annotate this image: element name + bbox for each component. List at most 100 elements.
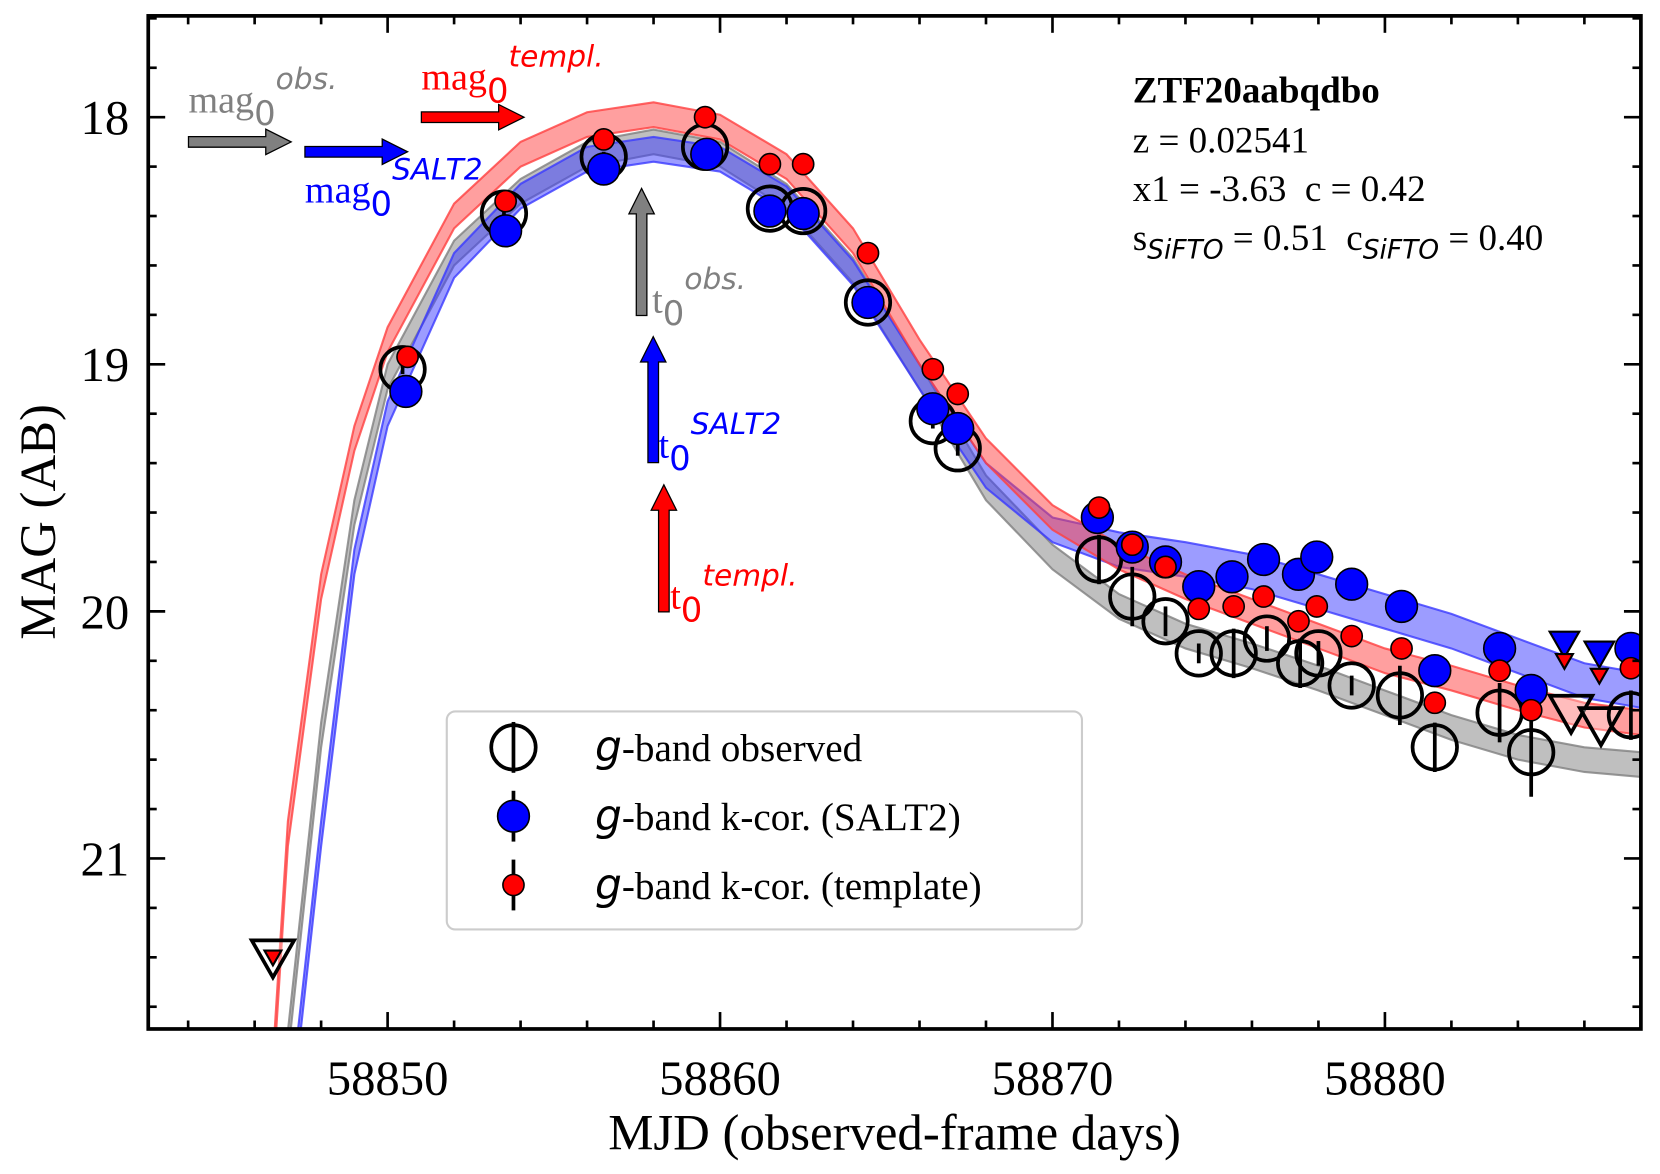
legend-label-italic: g xyxy=(595,722,622,771)
data-point xyxy=(1215,560,1249,594)
annotation-sub: 0 xyxy=(254,94,276,133)
data-point xyxy=(1340,624,1364,648)
annotation-sub: 0 xyxy=(681,590,703,629)
legend-box xyxy=(445,710,1084,931)
data-point xyxy=(1375,671,1424,720)
data-point xyxy=(389,374,423,409)
plot-area xyxy=(248,101,1641,1029)
legend-label-rest: -band k-cor. (template) xyxy=(622,865,982,908)
data-point xyxy=(843,278,893,327)
legend-marker xyxy=(496,799,531,833)
sifto-text: = 0.51 c xyxy=(1224,218,1363,259)
data-point xyxy=(1606,691,1641,740)
annotation-text: mag xyxy=(188,79,254,121)
data-point xyxy=(1108,572,1157,621)
mag0-arrow xyxy=(304,138,410,166)
data-point xyxy=(1335,567,1369,601)
sifto-text: = 0.40 xyxy=(1439,218,1543,259)
x-axis-label: MJD (observed-frame days) xyxy=(608,1105,1181,1161)
annotation-text: t xyxy=(652,279,663,321)
annotation-sup: SALT2 xyxy=(691,406,782,441)
annotation-text: t xyxy=(670,576,681,618)
redshift: z = 0.02541 xyxy=(1133,120,1309,161)
y-tick-label: 21 xyxy=(81,832,130,886)
legend-label-italic: g xyxy=(595,791,622,840)
data-point xyxy=(1519,698,1543,722)
upper-limit xyxy=(1554,652,1575,671)
data-point xyxy=(1242,614,1291,663)
data-point xyxy=(1300,540,1334,574)
upper-limit xyxy=(1582,640,1616,670)
x-tick-label: 58870 xyxy=(992,1052,1114,1106)
annotation-sub: 0 xyxy=(371,184,393,223)
annotation-label: mag0obs. xyxy=(188,61,337,133)
data-point xyxy=(1507,728,1556,777)
t0-arrow xyxy=(627,187,656,317)
data-point xyxy=(1222,595,1246,618)
data-point xyxy=(1327,661,1376,710)
data-point xyxy=(1390,637,1413,660)
annotation-label: t0templ. xyxy=(670,557,797,629)
y-tick-label: 19 xyxy=(81,338,130,392)
y-tick-label: 20 xyxy=(81,585,130,639)
sifto-text: s xyxy=(1133,218,1147,259)
data-point xyxy=(1418,654,1452,688)
data-point xyxy=(1488,659,1511,683)
data-point xyxy=(921,357,945,381)
data-point xyxy=(1141,597,1190,646)
data-point xyxy=(1209,629,1258,678)
sifto-params: sSiFTO = 0.51 cSiFTO = 0.40 xyxy=(1133,218,1544,265)
annotation-sup: obs. xyxy=(276,61,338,96)
upper-limit xyxy=(262,949,284,968)
sifto-sub: SiFTO xyxy=(1147,234,1223,265)
data-point xyxy=(1120,533,1144,557)
data-point xyxy=(1294,629,1343,678)
data-point xyxy=(753,194,787,228)
data-point xyxy=(1384,589,1419,624)
data-point xyxy=(1423,691,1447,715)
annotation-sup: obs. xyxy=(684,261,746,296)
data-point xyxy=(488,214,523,248)
data-point xyxy=(690,137,724,171)
data-point xyxy=(1154,555,1177,579)
data-point xyxy=(1087,496,1111,519)
data-point xyxy=(786,196,820,231)
annotation-sub: 0 xyxy=(663,294,685,333)
annotation-label: mag0templ. xyxy=(421,38,603,110)
upper-limit xyxy=(1547,630,1582,660)
legend-label-rest: -band k-cor. (SALT2) xyxy=(622,796,961,839)
data-point xyxy=(1174,629,1223,678)
data-point xyxy=(592,128,616,151)
annotation-label: t0obs. xyxy=(652,261,746,333)
annotation-sub: 0 xyxy=(669,439,691,478)
sifto-sub: SiFTO xyxy=(1363,234,1439,265)
annotation-sup: templ. xyxy=(702,557,797,592)
data-point xyxy=(1305,595,1329,618)
model-band xyxy=(273,101,1641,1029)
annotation-sub: 0 xyxy=(487,71,509,110)
legend-label-italic: g xyxy=(595,860,622,909)
data-point xyxy=(1410,723,1459,772)
data-point xyxy=(1246,542,1281,577)
data-point xyxy=(946,382,970,406)
legend-label: g-band k-cor. (SALT2) xyxy=(595,791,961,840)
data-point xyxy=(396,345,419,369)
legend-marker xyxy=(502,873,525,897)
legend-label: g-band k-cor. (template) xyxy=(595,860,982,909)
legend-label-rest: -band observed xyxy=(622,727,863,770)
x-tick-label: 58860 xyxy=(659,1052,781,1106)
data-point xyxy=(494,189,518,213)
legend-label: g-band observed xyxy=(595,722,863,771)
annotation-sup: SALT2 xyxy=(392,151,483,186)
annotation-text: mag xyxy=(421,57,487,99)
mag0-arrow xyxy=(187,128,293,156)
y-axis-label: MAG (AB) xyxy=(10,404,66,640)
t0-arrow xyxy=(639,335,667,464)
data-point xyxy=(941,411,975,446)
salt2-params: x1 = -3.63 c = 0.42 xyxy=(1133,169,1426,210)
plot-frame xyxy=(146,14,1643,1031)
data-point xyxy=(1287,609,1310,633)
data-point xyxy=(856,241,880,265)
